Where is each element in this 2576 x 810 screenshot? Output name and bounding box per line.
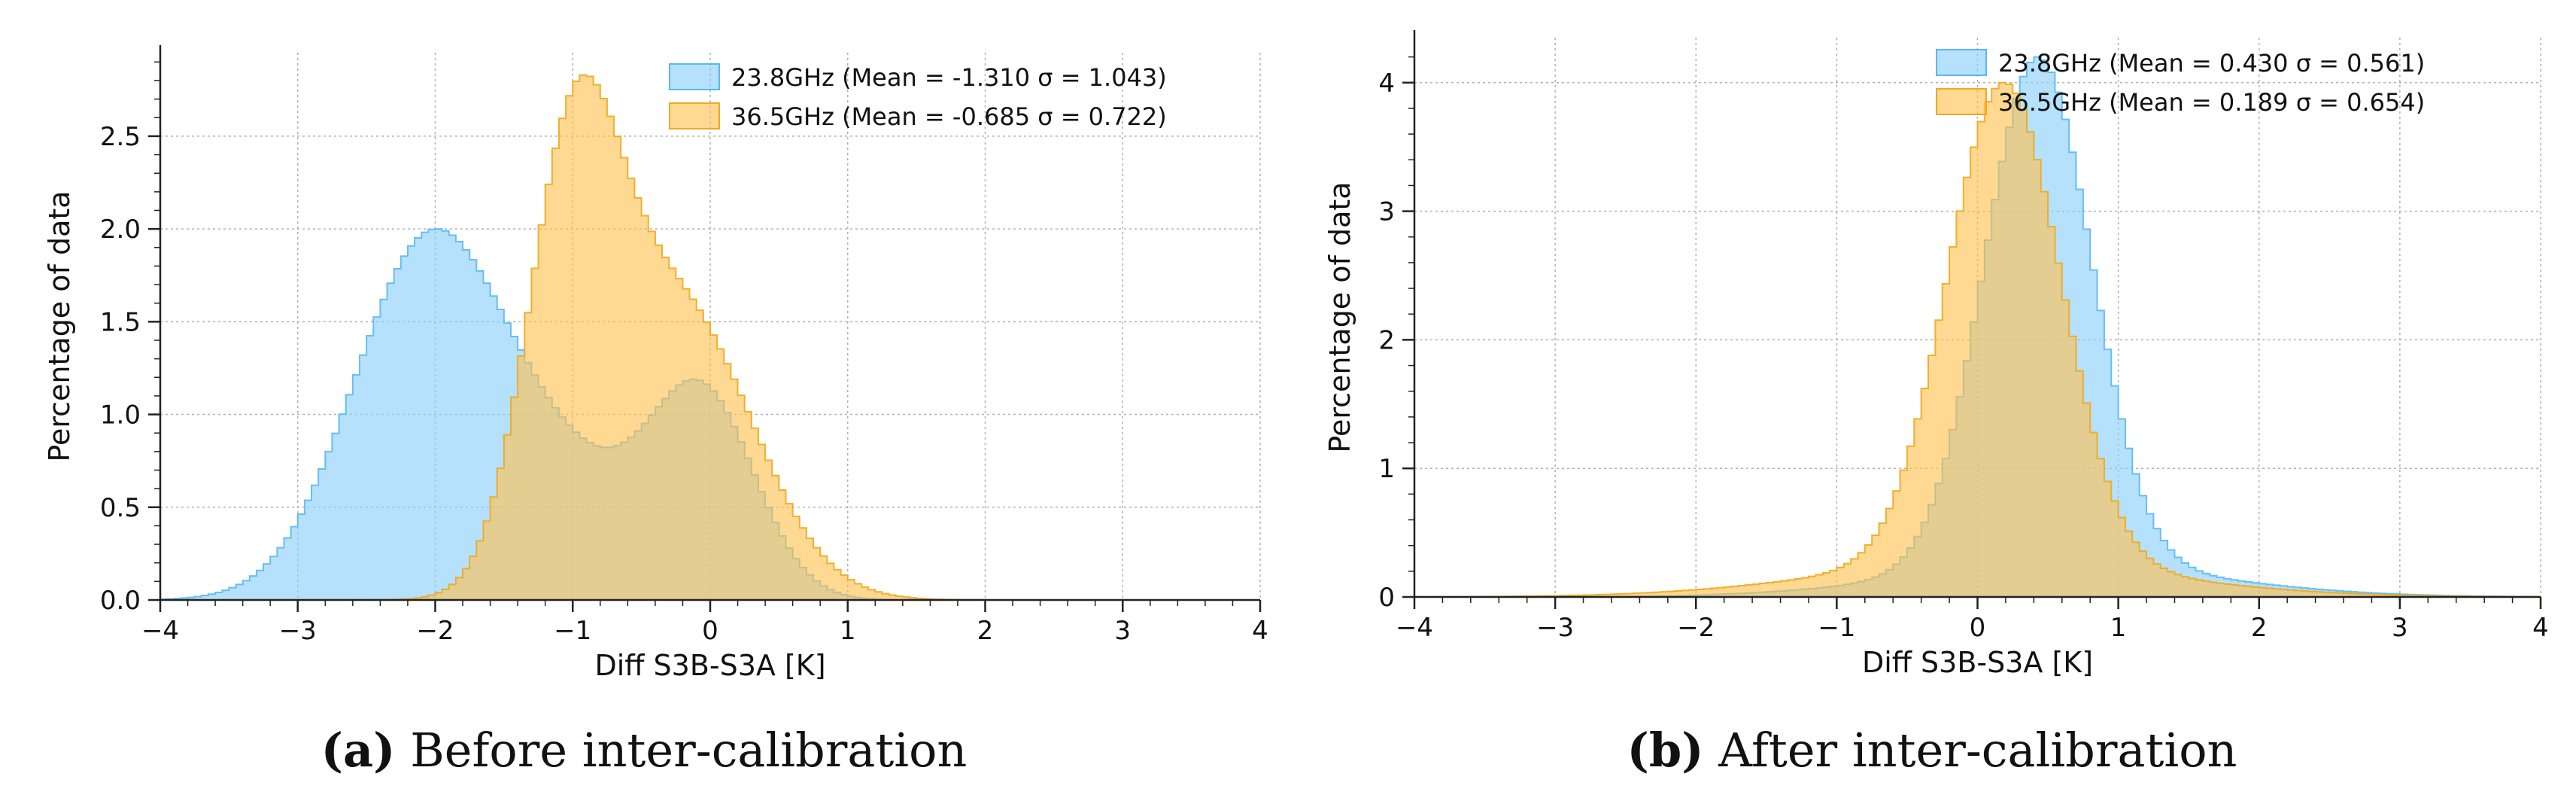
x-tick-label: 1 [2110, 613, 2127, 643]
y-tick-label: 2 [1378, 325, 1395, 355]
x-axis-label: Diff S3B-S3A [K] [1862, 646, 2093, 679]
x-tick-label: −2 [416, 616, 454, 646]
caption-text: After inter-calibration [1703, 723, 2237, 778]
caption-letter: (a) [320, 723, 396, 778]
x-tick-label: −1 [1818, 613, 1855, 643]
x-tick-label: −1 [554, 616, 591, 646]
panel-before-calibration: −4 −3 −2 −1 0 1 2 3 4 0.0 0.5 1.0 1.5 2.0 2.5 Diff S3B-… [0, 45, 1288, 778]
legend-swatch-2 [669, 102, 720, 129]
y-tick-label: 1.5 [100, 307, 141, 337]
y-tick-label: 1 [1378, 454, 1395, 484]
x-tick-label: −3 [1536, 613, 1574, 643]
x-tick-label: −2 [1677, 613, 1715, 643]
legend-label-1: 23.8GHz (Mean = 0.430 σ = 0.561) [1998, 49, 2425, 78]
panel-after-calibration: −4 −3 −2 −1 0 1 2 3 4 0 1 2 3 4 Diff S3B-S3A [K] Percen… [1288, 0, 2576, 810]
y-tick-label: 0 [1378, 583, 1395, 613]
caption-text: Before inter-calibration [395, 723, 968, 778]
legend-swatch-1 [1936, 49, 1987, 76]
y-tick-label: 0.5 [100, 493, 141, 523]
x-tick-label: 2 [2251, 613, 2268, 643]
y-tick-label: 4 [1378, 69, 1395, 99]
legend-swatch-1 [669, 63, 720, 90]
legend-label-2: 36.5GHz (Mean = 0.189 σ = 0.654) [1998, 88, 2425, 117]
legend-label-2: 36.5GHz (Mean = -0.685 σ = 0.722) [731, 102, 1167, 131]
y-axis-label: Percentage of data [43, 190, 76, 461]
caption-before: (a) Before inter-calibration [0, 723, 1288, 778]
histogram-chart-before: −4 −3 −2 −1 0 1 2 3 4 0.0 0.5 1.0 1.5 2.0 2.5 Diff S3B-… [43, 45, 1268, 682]
x-tick-label: 0 [1970, 613, 1986, 643]
y-tick-label: 2.5 [100, 122, 141, 152]
x-tick-label: 2 [977, 616, 994, 646]
caption-after: (b) After inter-calibration [1288, 723, 2576, 778]
x-tick-label: 4 [2532, 613, 2549, 643]
y-axis-label: Percentage of data [1323, 181, 1356, 452]
legend-label-1: 23.8GHz (Mean = -1.310 σ = 1.043) [731, 63, 1167, 92]
x-axis-label: Diff S3B-S3A [K] [594, 649, 825, 682]
x-tick-label: −4 [141, 616, 179, 646]
x-tick-label: 3 [1114, 616, 1131, 646]
y-tick-label: 3 [1378, 197, 1395, 227]
x-tick-label: −4 [1396, 613, 1433, 643]
histogram-series-2 [1414, 81, 2541, 598]
x-tick-label: −3 [279, 616, 317, 646]
y-tick-label: 0.0 [100, 586, 141, 616]
x-tick-label: 1 [840, 616, 856, 646]
y-tick-label: 2.0 [100, 215, 141, 245]
x-tick-label: 0 [702, 616, 718, 646]
x-tick-label: 3 [2392, 613, 2408, 643]
histogram-chart-after: −4 −3 −2 −1 0 1 2 3 4 0 1 2 3 4 Diff S3B-S3A [K] Percen… [1323, 30, 2549, 679]
x-tick-label: 4 [1252, 616, 1268, 646]
caption-letter: (b) [1627, 723, 1704, 778]
legend-swatch-2 [1936, 88, 1987, 115]
y-tick-label: 1.0 [100, 400, 141, 431]
